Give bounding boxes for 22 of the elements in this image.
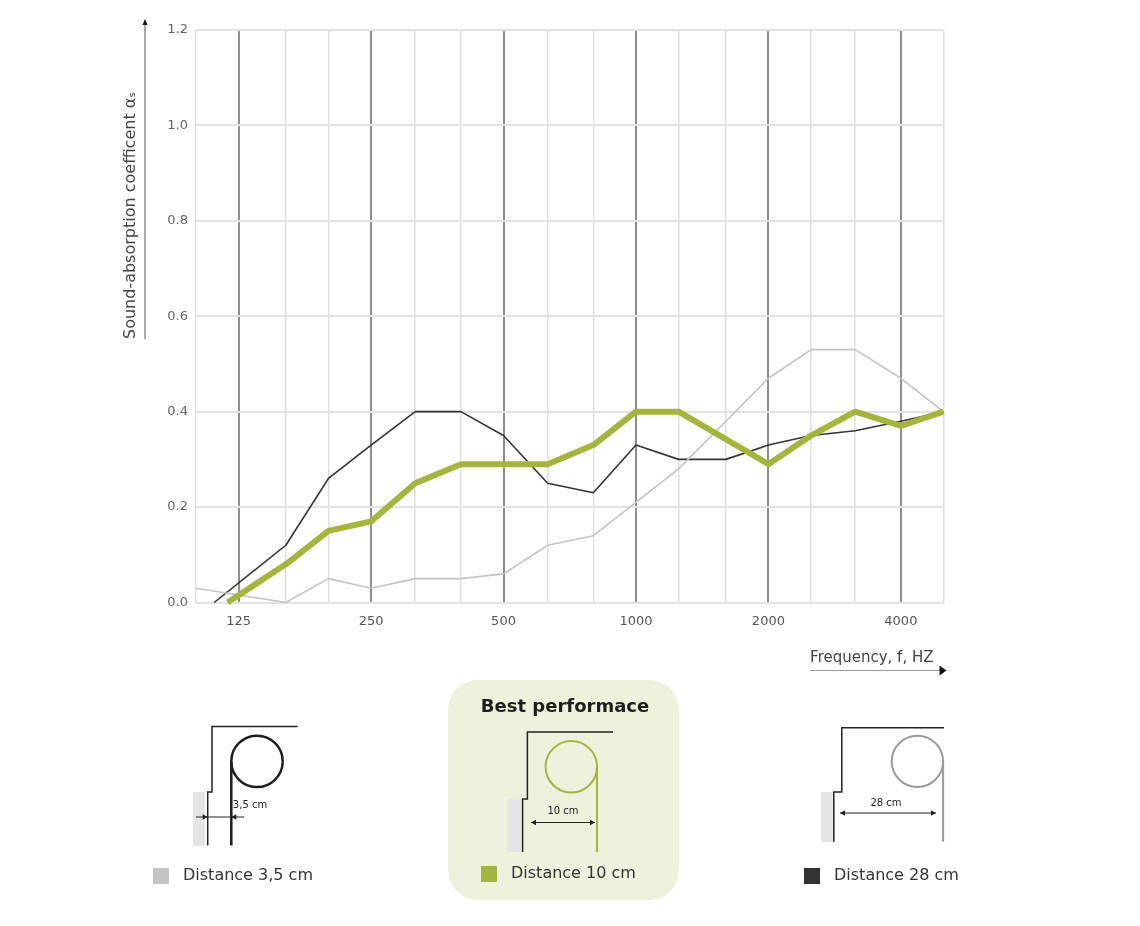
text: 3,5 cm <box>232 798 268 810</box>
x-tick-label: 2000 <box>751 612 785 628</box>
x-axis-title: Frequency, f, HZ <box>810 648 934 667</box>
legend-label: Distance 3,5 cm <box>183 865 313 885</box>
y-tick-label: 0.4 <box>167 403 188 419</box>
y-tick-label: 0.2 <box>167 498 188 514</box>
legend-label: Distance 10 cm <box>511 863 636 883</box>
y-axis-title: Sound-absorption coefficent αₛ <box>120 91 140 339</box>
y-tick-label: 0.8 <box>167 212 188 228</box>
y-tick-label: 0.6 <box>167 307 188 323</box>
x-tick-label: 250 <box>358 612 384 628</box>
x-tick-label: 500 <box>491 612 516 628</box>
text: 10 cm <box>547 804 579 816</box>
text: Best performace <box>480 694 650 716</box>
y-tick-label: 1.0 <box>167 116 188 132</box>
x-tick-label: 125 <box>226 612 252 628</box>
y-tick-label: 1.2 <box>167 21 188 37</box>
text: 28 cm <box>870 796 902 808</box>
x-tick-label: 4000 <box>884 612 918 628</box>
x-tick-label: 1000 <box>619 612 653 628</box>
legend-label: Distance 28 cm <box>834 865 959 885</box>
y-tick-label: 0.0 <box>167 593 188 609</box>
